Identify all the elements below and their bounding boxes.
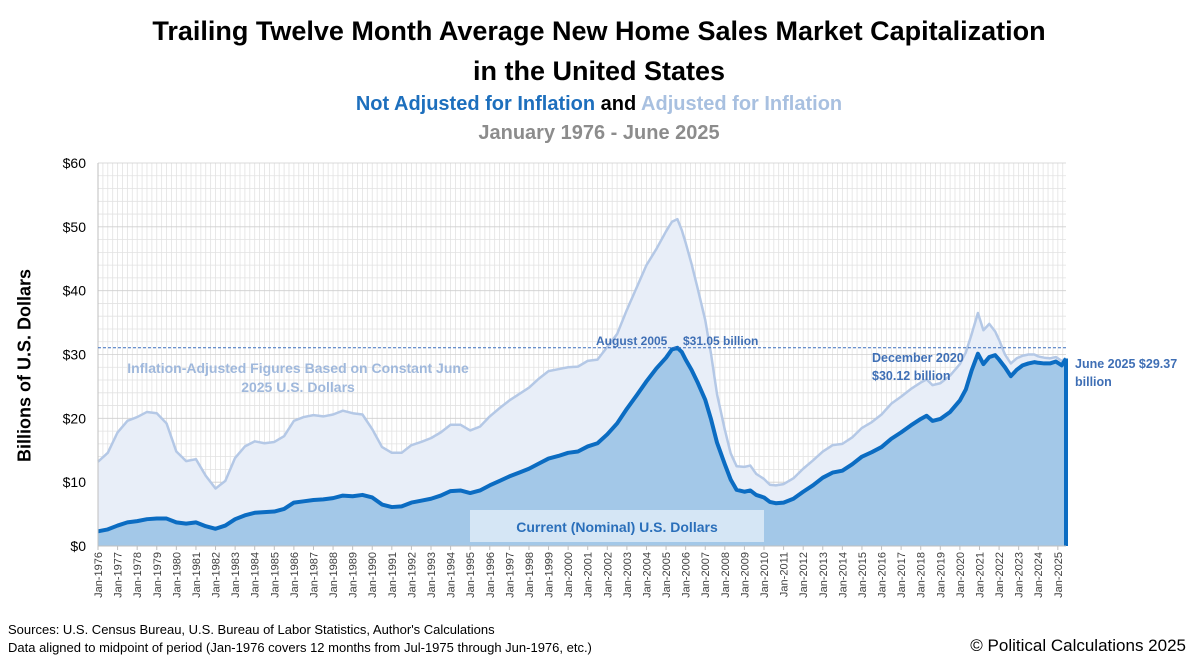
x-tick-label: Jan-2012 <box>798 552 810 598</box>
x-tick-label: Jan-2019 <box>935 552 947 598</box>
x-tick-label: Jan-2015 <box>857 552 869 598</box>
x-tick-label: Jan-1981 <box>191 552 203 598</box>
source-note-line-2: Data aligned to midpoint of period (Jan-… <box>8 640 592 655</box>
x-tick-label: Jan-1992 <box>406 552 418 598</box>
chart-subtitle: Not Adjusted for Inflation and Adjusted … <box>0 92 1198 116</box>
y-tick-label: $0 <box>70 538 86 554</box>
series-adjusted-area <box>98 219 1066 546</box>
x-tick-label: Jan-1976 <box>93 552 105 598</box>
x-tick-label: Jan-1984 <box>250 552 262 598</box>
x-tick-label: Jan-1978 <box>132 552 144 598</box>
x-tick-label: Jan-2023 <box>1014 552 1026 598</box>
chart-title-line-2: in the United States <box>472 56 726 86</box>
x-tick-label: Jan-2000 <box>563 552 575 598</box>
dec2020-label-line-1: December 2020 <box>872 351 964 365</box>
x-tick-label: Jan-2010 <box>759 552 771 598</box>
x-tick-label: Jan-1977 <box>113 552 125 598</box>
subtitle-nominal: Not Adjusted for Inflation <box>355 93 596 115</box>
dec2020-label-line-2: $30.12 billion <box>872 369 951 383</box>
x-tick-label: Jan-1980 <box>171 552 183 598</box>
x-tick-label: Jan-2009 <box>739 552 751 598</box>
y-tick-label: $40 <box>63 283 87 299</box>
x-tick-label: Jan-1994 <box>446 552 458 598</box>
x-tick-label: Jan-2020 <box>955 552 967 598</box>
nominal-label-box <box>470 510 764 542</box>
x-tick-label: Jan-1983 <box>230 552 242 598</box>
x-tick-label: Jan-2016 <box>877 552 889 598</box>
series-adjusted-line <box>97 217 1067 490</box>
x-tick-label: Jan-2024 <box>1033 552 1045 598</box>
chart-title-line-1: Trailing Twelve Month Average New Home S… <box>152 16 1046 46</box>
x-tick-label: Jan-1991 <box>387 552 399 598</box>
x-tick-label: Jan-1986 <box>289 552 301 598</box>
x-tick-label: Jan-2022 <box>994 552 1006 598</box>
x-tick-label: Jan-2017 <box>896 552 908 598</box>
x-tick-label: Jan-1987 <box>308 552 320 598</box>
x-tick-label: Jan-1996 <box>485 552 497 598</box>
x-tick-label: Jan-1993 <box>426 552 438 598</box>
reference-label-value: $31.05 billion <box>683 334 758 348</box>
x-tick-label: Jan-2003 <box>622 552 634 598</box>
x-tick-label: Jan-2002 <box>602 552 614 598</box>
y-tick-label: $60 <box>63 155 87 171</box>
x-tick-label: Jan-2025 <box>1053 552 1065 598</box>
x-tick-label: Jan-1998 <box>524 552 536 598</box>
subtitle-and: and <box>600 93 637 115</box>
x-tick-label: Jan-1985 <box>269 552 281 598</box>
x-tick-label: Jan-2007 <box>700 552 712 598</box>
x-tick-label: Jan-2021 <box>974 552 986 598</box>
x-tick-label: Jan-2006 <box>681 552 693 598</box>
x-tick-label: Jan-2005 <box>661 552 673 598</box>
june2025-label-line-1: June 2025 $29.37 <box>1075 357 1177 371</box>
copyright: © Political Calculations 2025 <box>970 636 1186 655</box>
x-tick-label: Jan-2004 <box>641 552 653 598</box>
x-tick-label: Jan-1990 <box>367 552 379 598</box>
x-tick-label: Jan-1989 <box>348 552 360 598</box>
inflation-note-line-2: 2025 U.S. Dollars <box>241 379 355 395</box>
inflation-note-line-1: Inflation-Adjusted Figures Based on Cons… <box>127 360 469 376</box>
reference-label-date: August 2005 <box>596 334 668 348</box>
x-tick-label: Jan-1999 <box>544 552 556 598</box>
x-tick-label: Jan-1982 <box>211 552 223 598</box>
series-nominal-line <box>97 345 1068 534</box>
date-range: January 1976 - June 2025 <box>478 122 720 144</box>
y-tick-label: $30 <box>63 347 87 363</box>
x-tick-label: Jan-2013 <box>818 552 830 598</box>
x-tick-label: Jan-2011 <box>779 552 791 597</box>
y-tick-label: $10 <box>63 474 87 490</box>
x-tick-label: Jan-1997 <box>504 552 516 598</box>
x-tick-label: Jan-2018 <box>916 552 928 598</box>
x-tick-label: Jan-1995 <box>465 552 477 598</box>
subtitle-adjusted: Adjusted for Inflation <box>641 93 843 115</box>
x-tick-label: Jan-1979 <box>152 552 164 598</box>
x-tick-label: Jan-2001 <box>583 552 595 598</box>
y-tick-label: $50 <box>63 219 87 235</box>
nominal-label-text: Current (Nominal) U.S. Dollars <box>516 519 718 535</box>
source-note-line-1: Sources: U.S. Census Bureau, U.S. Bureau… <box>8 622 495 637</box>
x-tick-label: Jan-2008 <box>720 552 732 598</box>
x-tick-label: Jan-1988 <box>328 552 340 598</box>
june2025-label-line-2: billion <box>1075 375 1112 389</box>
x-tick-label: Jan-2014 <box>837 552 849 598</box>
y-tick-label: $20 <box>63 410 87 426</box>
